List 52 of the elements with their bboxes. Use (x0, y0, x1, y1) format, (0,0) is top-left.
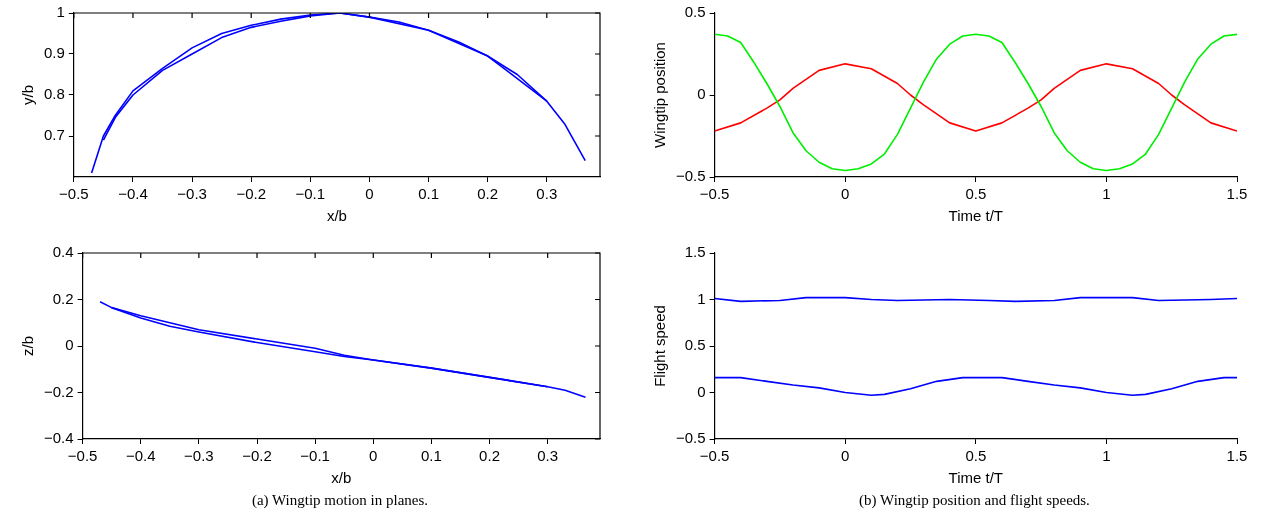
x-tick-label: 0.2 (477, 185, 499, 203)
x-tick-label: −0.1 (300, 447, 330, 465)
y-tick-label: 0.5 (684, 3, 706, 21)
x-tick-label: −0.4 (118, 185, 148, 203)
y-tick-label: 0.5 (684, 336, 706, 354)
y-axis-title: Flight speed (651, 305, 669, 387)
x-tick-label: 0.5 (965, 185, 987, 203)
y-tick-label: −0.2 (43, 382, 74, 400)
x-axis-title: Time t/T (948, 207, 1004, 225)
y-tick-label: 1 (697, 289, 706, 307)
y-tick-label: 0 (697, 382, 706, 400)
x-tick-label: 0.2 (479, 447, 500, 465)
x-tick-label: −0.3 (177, 185, 207, 203)
y-tick-label: 0.9 (43, 44, 65, 62)
x-tick-label: 0.3 (537, 447, 559, 465)
x-tick-label: −0.2 (242, 447, 272, 465)
x-tick-label: 0 (365, 185, 374, 203)
text: (b) Wingtip position and flight speeds. (858, 492, 1091, 509)
y-tick-label: 1 (56, 3, 65, 21)
y-tick-label: 1.5 (684, 243, 706, 261)
x-tick-label: −0.1 (295, 185, 326, 203)
y-axis-title: Wingtip position (651, 42, 669, 148)
x-tick-label: 0 (841, 185, 850, 203)
x-tick-label: 1.5 (1226, 447, 1248, 465)
text: (a) Wingtip motion in planes. (250, 492, 430, 509)
x-tick-label: 0 (369, 447, 378, 465)
x-tick-label: −0.5 (67, 447, 98, 465)
y-tick-label: −0.4 (43, 429, 74, 447)
x-tick-label: 0.5 (965, 447, 987, 465)
x-axis-title: x/b (326, 207, 347, 225)
x-tick-label: −0.4 (125, 447, 156, 465)
x-tick-label: 1.5 (1226, 185, 1248, 203)
x-tick-label: 1 (1102, 447, 1111, 465)
y-tick-label: 0 (65, 336, 74, 354)
x-tick-label: −0.3 (184, 447, 214, 465)
x-axis-title: Time t/T (948, 469, 1004, 487)
y-tick-label: 0.4 (52, 243, 74, 261)
y-tick-label: 0 (697, 85, 706, 103)
x-axis-title: x/b (331, 469, 352, 487)
y-axis-title: z/b (19, 335, 37, 357)
x-tick-label: 0.1 (420, 447, 442, 465)
x-tick-label: 0.1 (418, 185, 439, 203)
x-tick-label: −0.2 (236, 185, 267, 203)
x-tick-label: 1 (1102, 185, 1111, 203)
y-axis-title: y/b (19, 84, 37, 106)
x-tick-label: 0 (841, 447, 850, 465)
y-tick-label: −0.5 (675, 429, 706, 447)
y-tick-label: 0.8 (43, 85, 65, 103)
x-tick-label: 0.3 (536, 185, 558, 203)
y-tick-label: 0.2 (52, 289, 74, 307)
y-tick-label: 0.7 (43, 126, 65, 144)
y-tick-label: −0.5 (675, 167, 706, 185)
